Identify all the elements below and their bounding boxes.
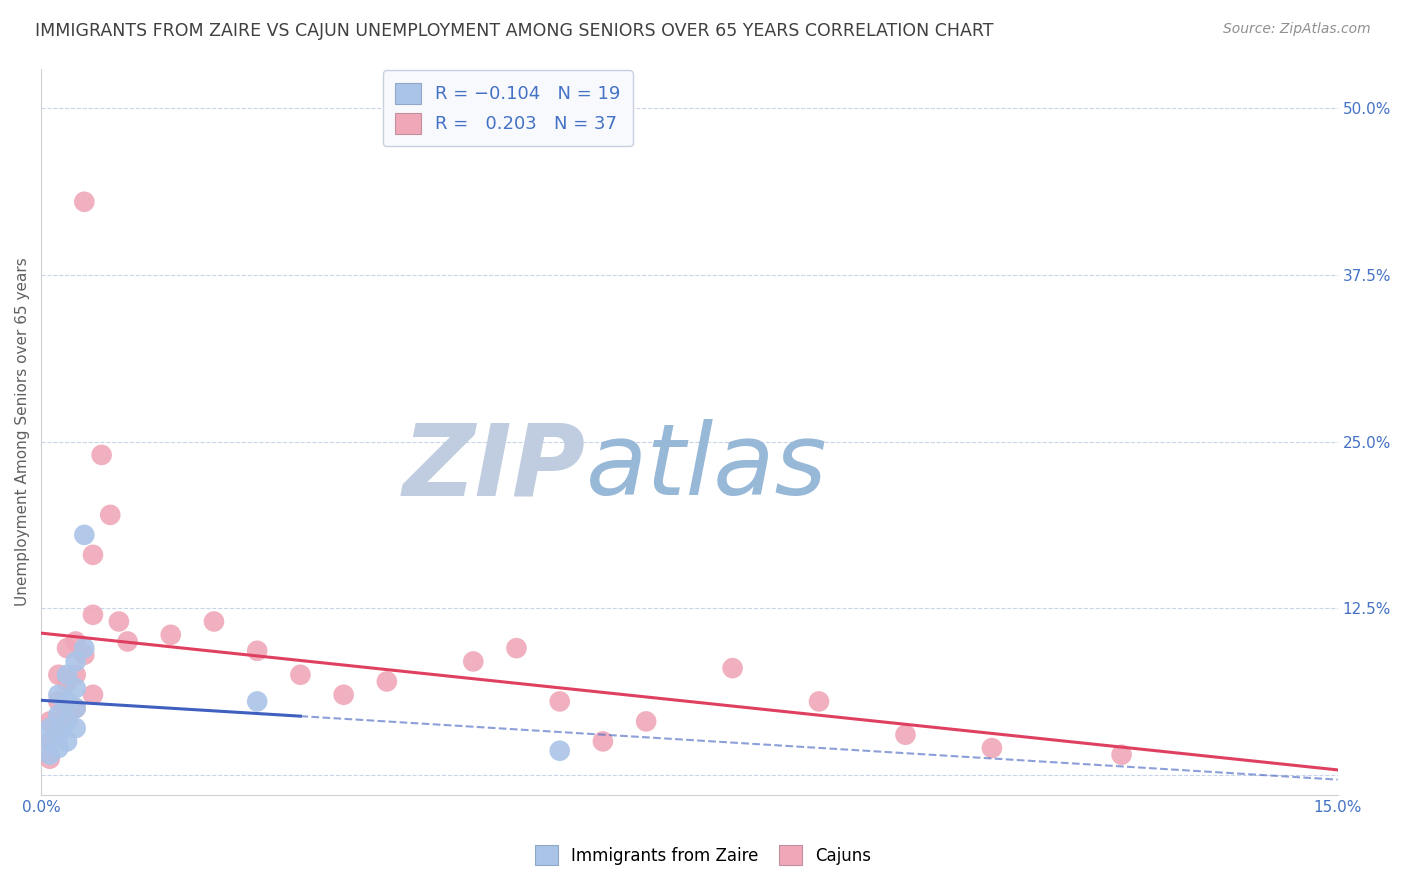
Text: Source: ZipAtlas.com: Source: ZipAtlas.com [1223,22,1371,37]
Point [38,721,60,735]
Point [56,694,79,708]
Point [332,688,354,702]
Legend: Immigrants from Zaire, Cajuns: Immigrants from Zaire, Cajuns [524,836,882,875]
Point [82,607,104,622]
Point [48,688,70,702]
Point [548,694,571,708]
Point [56,707,79,722]
Point [65,681,87,695]
Point [48,728,70,742]
Point [202,615,225,629]
Point [463,655,485,669]
Point [980,741,1002,756]
Point [108,615,131,629]
Point [73,641,96,656]
Point [894,728,917,742]
Point [82,688,104,702]
Point [38,752,60,766]
Point [56,714,79,729]
Point [48,728,70,742]
Y-axis label: Unemployment Among Seniors over 65 years: Unemployment Among Seniors over 65 years [15,257,30,606]
Point [65,701,87,715]
Point [246,694,269,708]
Point [73,528,96,542]
Point [48,667,70,681]
Point [592,734,614,748]
Point [48,741,70,756]
Point [375,674,398,689]
Point [117,634,139,648]
Text: ZIP: ZIP [402,419,586,516]
Legend: R = −0.104   N = 19, R =   0.203   N = 37: R = −0.104 N = 19, R = 0.203 N = 37 [382,70,633,146]
Point [73,194,96,209]
Point [56,667,79,681]
Point [73,648,96,662]
Point [290,667,312,681]
Point [98,508,121,522]
Point [65,721,87,735]
Point [1111,747,1133,762]
Point [38,714,60,729]
Point [159,628,181,642]
Point [56,641,79,656]
Point [48,707,70,722]
Point [38,747,60,762]
Text: IMMIGRANTS FROM ZAIRE VS CAJUN UNEMPLOYMENT AMONG SENIORS OVER 65 YEARS CORRELAT: IMMIGRANTS FROM ZAIRE VS CAJUN UNEMPLOYM… [35,22,994,40]
Point [65,655,87,669]
Point [90,448,112,462]
Point [82,548,104,562]
Point [246,644,269,658]
Point [48,694,70,708]
Point [65,667,87,681]
Point [65,701,87,715]
Point [548,744,571,758]
Point [38,734,60,748]
Point [56,674,79,689]
Point [721,661,744,675]
Point [65,634,87,648]
Point [56,734,79,748]
Point [505,641,527,656]
Point [808,694,831,708]
Point [38,734,60,748]
Text: atlas: atlas [586,419,827,516]
Point [636,714,658,729]
